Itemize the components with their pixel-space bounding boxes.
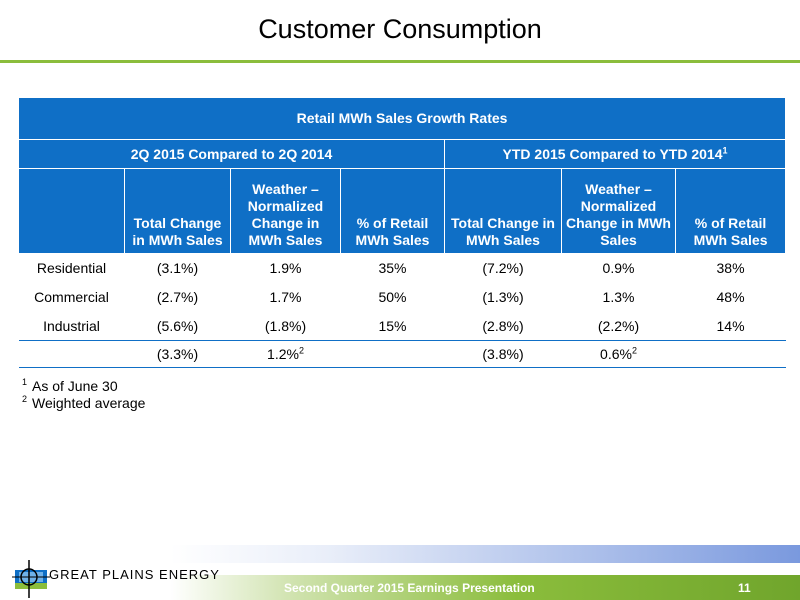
- footnote-1: 1 As of June 30: [22, 378, 145, 395]
- cell-q2-weather-value: 1.2%: [267, 346, 299, 362]
- cell-q2-weather: 1.9%: [230, 253, 341, 283]
- row-label: Industrial: [18, 311, 125, 341]
- table-title: Retail MWh Sales Growth Rates: [17, 97, 787, 140]
- footnote-text: Weighted average: [32, 395, 146, 411]
- row-label: Commercial: [18, 282, 125, 312]
- row-label: Residential: [18, 253, 125, 283]
- footnote-marker: 1: [722, 144, 728, 155]
- cell-q2-pct: 35%: [340, 253, 445, 283]
- growth-rates-table: Retail MWh Sales Growth Rates 2Q 2015 Co…: [17, 97, 787, 368]
- cell-q2-pct: 15%: [340, 311, 445, 341]
- cell-ytd-pct: [675, 340, 786, 368]
- cell-ytd-pct: 38%: [675, 253, 786, 283]
- cell-ytd-weather: 0.9%: [561, 253, 676, 283]
- company-logo-icon: [12, 560, 50, 598]
- group-header-q2: 2Q 2015 Compared to 2Q 2014: [18, 139, 445, 169]
- footnote-marker: 2: [298, 345, 304, 356]
- table-row-industrial: Industrial (5.6%) (1.8%) 15% (2.8%) (2.2…: [18, 311, 786, 341]
- footnote-text: As of June 30: [32, 378, 118, 394]
- cell-ytd-total: (2.8%): [444, 311, 562, 341]
- footnote-mark: 1: [22, 377, 28, 388]
- cell-ytd-weather-value: 0.6%: [600, 346, 632, 362]
- header-blank: [18, 168, 125, 254]
- cell-ytd-pct: 48%: [675, 282, 786, 312]
- cell-q2-total: (5.6%): [124, 311, 231, 341]
- cell-q2-total: (2.7%): [124, 282, 231, 312]
- header-ytd-total: Total Change in MWh Sales: [444, 168, 562, 254]
- group-header-ytd: YTD 2015 Compared to YTD 20141: [443, 139, 787, 169]
- cell-ytd-weather: 0.6%2: [561, 340, 676, 368]
- header-ytd-pct: % of Retail MWh Sales: [674, 168, 787, 254]
- cell-q2-weather: 1.7%: [230, 282, 341, 312]
- footnote-mark: 2: [22, 394, 28, 405]
- cell-ytd-weather: (2.2%): [561, 311, 676, 341]
- header-ytd-weather: Weather – Normalized Change in MWh Sales: [561, 168, 676, 254]
- page-number: 11: [738, 581, 751, 595]
- footer-band-blue: [170, 545, 800, 563]
- cell-ytd-weather: 1.3%: [561, 282, 676, 312]
- logo-wordmark: GREAT PLAINS ENERGY: [49, 567, 220, 582]
- footer-presentation-title: Second Quarter 2015 Earnings Presentatio…: [284, 581, 535, 595]
- table-row-total: (3.3%) 1.2%2 (3.8%) 0.6%2: [18, 340, 786, 368]
- footnotes: 1 As of June 30 2 Weighted average: [22, 378, 145, 412]
- cell-ytd-total: (7.2%): [444, 253, 562, 283]
- header-q2-weather: Weather – Normalized Change in MWh Sales: [230, 168, 341, 254]
- cell-q2-total: (3.3%): [124, 340, 231, 368]
- cell-q2-pct: [340, 340, 445, 368]
- table-row-residential: Residential (3.1%) 1.9% 35% (7.2%) 0.9% …: [18, 253, 786, 283]
- header-q2-pct: % of Retail MWh Sales: [340, 168, 445, 254]
- row-label-blank: [18, 340, 125, 368]
- footer-band-green: [170, 575, 800, 600]
- footnote-2: 2 Weighted average: [22, 395, 145, 412]
- cell-q2-pct: 50%: [340, 282, 445, 312]
- group-header-ytd-label: YTD 2015 Compared to YTD 2014: [502, 145, 723, 162]
- cell-ytd-pct: 14%: [675, 311, 786, 341]
- cell-ytd-total: (1.3%): [444, 282, 562, 312]
- title-divider: [0, 60, 800, 63]
- cell-ytd-total: (3.8%): [444, 340, 562, 368]
- cell-q2-total: (3.1%): [124, 253, 231, 283]
- footnote-marker: 2: [631, 345, 637, 356]
- table-row-commercial: Commercial (2.7%) 1.7% 50% (1.3%) 1.3% 4…: [18, 282, 786, 312]
- slide-title: Customer Consumption: [258, 14, 542, 44]
- cell-q2-weather: 1.2%2: [230, 340, 341, 368]
- header-q2-total: Total Change in MWh Sales: [124, 168, 231, 254]
- cell-q2-weather: (1.8%): [230, 311, 341, 341]
